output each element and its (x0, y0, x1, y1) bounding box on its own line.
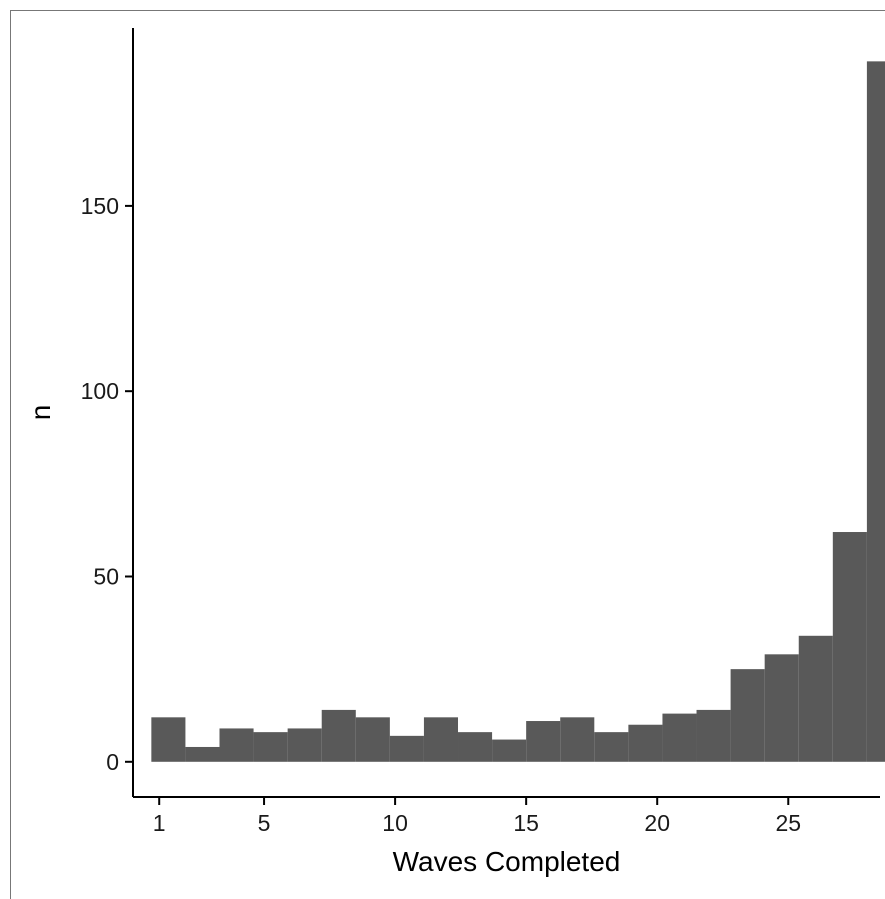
histogram-bar (185, 746, 220, 762)
histogram-bar (832, 532, 867, 762)
histogram-bar (662, 713, 697, 762)
x-axis-title: Waves Completed (393, 846, 621, 877)
histogram-bar (321, 709, 356, 762)
histogram-bar (594, 732, 629, 762)
y-tick-label: 0 (106, 749, 119, 775)
x-tick-label: 20 (644, 810, 670, 836)
plot-frame-left (10, 10, 11, 899)
histogram-bar (151, 717, 186, 762)
histogram-bar (219, 728, 254, 762)
histogram-bar (866, 61, 885, 762)
y-axis: 0 50 100 150 (81, 28, 134, 797)
y-axis-title: n (25, 405, 56, 421)
histogram-bar (628, 724, 663, 762)
x-axis: 1 5 10 15 20 25 (133, 796, 880, 836)
y-tick-label: 100 (81, 378, 119, 404)
histogram-bar (730, 669, 765, 762)
histogram-bar (492, 739, 527, 762)
histogram-bar (287, 728, 322, 762)
histogram-bar (355, 717, 390, 762)
histogram-bar (423, 717, 459, 762)
histogram-bar (458, 732, 493, 762)
x-tick-label: 25 (775, 810, 801, 836)
y-tick-label: 150 (81, 193, 119, 219)
x-tick-label: 10 (382, 810, 408, 836)
histogram-bar (389, 735, 424, 762)
histogram-bar (253, 732, 288, 762)
histogram-bar (696, 709, 731, 762)
y-tick-label: 50 (93, 563, 119, 589)
histogram-bar (526, 721, 561, 762)
x-tick-label: 15 (513, 810, 539, 836)
histogram-bar (764, 654, 799, 762)
bars-group (151, 61, 885, 762)
histogram-bar (798, 635, 833, 762)
histogram-bar (560, 717, 595, 762)
x-tick-label: 1 (153, 810, 166, 836)
x-tick-label: 5 (258, 810, 271, 836)
plot-frame-top (10, 10, 885, 11)
